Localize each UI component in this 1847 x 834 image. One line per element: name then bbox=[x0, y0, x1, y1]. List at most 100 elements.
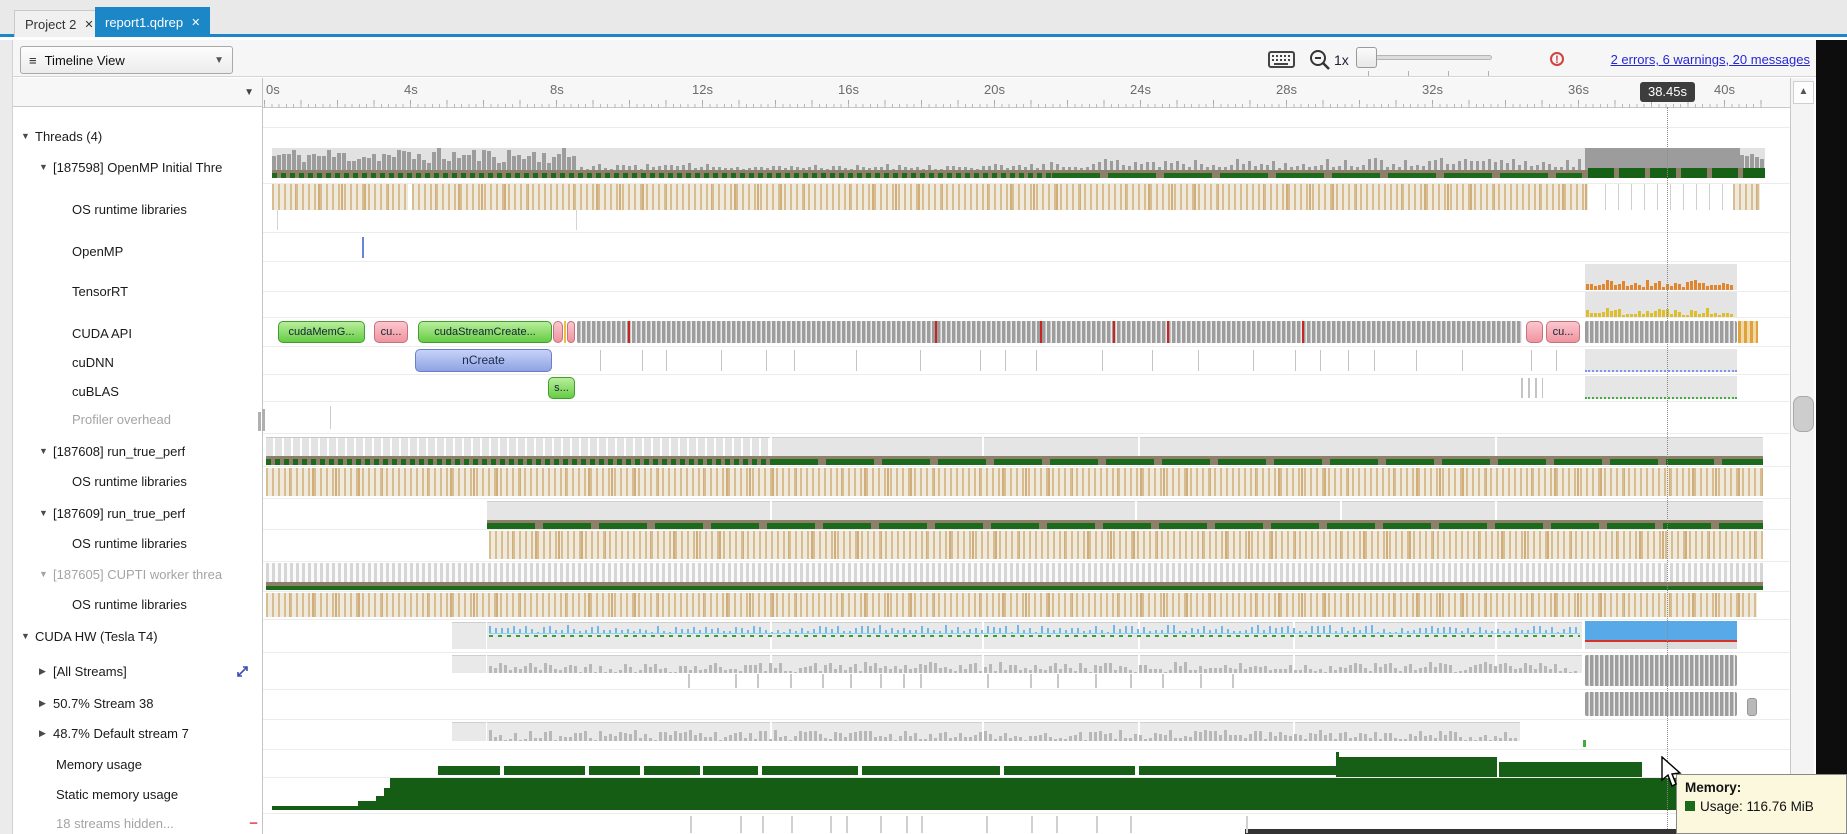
sidebar-item-os-runtime-3[interactable]: OS runtime libraries bbox=[72, 535, 187, 551]
thread-187609-block[interactable] bbox=[1342, 501, 1495, 520]
scroll-up-button[interactable]: ▲ bbox=[1793, 81, 1814, 104]
thread-187598-cpu-track[interactable] bbox=[272, 148, 1765, 170]
sidebar-item-os-runtime-2[interactable]: OS runtime libraries bbox=[72, 473, 187, 489]
sidebar-item-profiler-overhead[interactable]: Profiler overhead bbox=[72, 411, 171, 427]
cuda-hw-block[interactable] bbox=[452, 622, 486, 649]
tensorrt-histogram-yellow bbox=[1586, 292, 1736, 317]
cuda-api-call-box[interactable]: cu... bbox=[374, 321, 408, 343]
sidebar-item-tensorrt[interactable]: TensorRT bbox=[72, 283, 129, 299]
error-icon: ! bbox=[1550, 52, 1564, 66]
thread-187609-block[interactable] bbox=[772, 501, 1135, 520]
row-separator bbox=[263, 529, 1790, 530]
sidebar-item-streams-hidden[interactable]: 18 streams hidden... − + bbox=[56, 814, 258, 832]
sidebar-item-cuda-hw[interactable]: ▼ CUDA HW (Tesla T4) bbox=[21, 628, 158, 644]
sidebar-item-all-streams[interactable]: ▶ [All Streams] bbox=[13, 662, 262, 680]
cuda-api-call-box[interactable]: cu... bbox=[1546, 321, 1580, 343]
thread-187609-block[interactable] bbox=[487, 501, 770, 520]
thread-187608-block[interactable] bbox=[1140, 437, 1495, 456]
expand-arrow-icon[interactable]: ▼ bbox=[39, 508, 48, 518]
zoom-out-icon[interactable] bbox=[1308, 48, 1332, 72]
zoom-slider-handle[interactable] bbox=[1356, 47, 1377, 68]
sidebar-item-stream-38[interactable]: ▶ 50.7% Stream 38 bbox=[39, 695, 154, 711]
diagnostics-link[interactable]: 2 errors, 6 warnings, 20 messages bbox=[1610, 52, 1810, 67]
tab-project-2[interactable]: Project 2 ✕ bbox=[14, 10, 105, 37]
os-runtime-track[interactable] bbox=[266, 593, 1757, 617]
expand-arrow-icon[interactable]: ▼ bbox=[21, 631, 30, 641]
expand-rows-icon[interactable] bbox=[236, 665, 249, 678]
sidebar-item-cublas[interactable]: cuBLAS bbox=[72, 383, 119, 399]
expand-arrow-icon[interactable]: ▼ bbox=[21, 131, 30, 141]
default-stream-block[interactable] bbox=[1295, 722, 1520, 741]
sidebar-item-thread-187598[interactable]: ▼ [187598] OpenMP Initial Thre bbox=[39, 159, 223, 175]
slider-tick bbox=[1408, 71, 1409, 76]
sidebar-item-cudnn[interactable]: cuDNN bbox=[72, 354, 114, 370]
expand-arrow-icon[interactable]: ▼ bbox=[39, 162, 48, 172]
thread-187609-block[interactable] bbox=[1137, 501, 1340, 520]
cublas-dense-track[interactable] bbox=[1585, 376, 1737, 399]
row-separator bbox=[263, 433, 1790, 434]
scrollbar-thumb[interactable] bbox=[1793, 396, 1814, 432]
openmp-event[interactable] bbox=[362, 237, 364, 258]
cuda-hw-kernel-bar[interactable] bbox=[1585, 621, 1737, 640]
sidebar-item-threads[interactable]: ▼ Threads (4) bbox=[21, 128, 103, 144]
vertical-scrollbar[interactable]: ▲ bbox=[1790, 78, 1814, 834]
sidebar-item-os-runtime-4[interactable]: OS runtime libraries bbox=[72, 596, 187, 612]
cupti-thread-track[interactable] bbox=[266, 563, 1763, 583]
sidebar-item-static-memory-usage[interactable]: Static memory usage bbox=[56, 786, 179, 802]
cuda-api-dense-calls[interactable] bbox=[577, 321, 1522, 343]
cuda-hw-cyan-line bbox=[489, 633, 1580, 634]
sidebar-item-openmp[interactable]: OpenMP bbox=[72, 243, 124, 259]
thread-187608-block[interactable] bbox=[1497, 437, 1763, 456]
tab-bar bbox=[0, 0, 1847, 37]
row-tree-header[interactable]: ▼ bbox=[13, 78, 263, 107]
time-cursor-line bbox=[1667, 107, 1668, 829]
row-separator bbox=[263, 466, 1790, 467]
cuda-api-call-box[interactable]: cudaStreamCreate... bbox=[418, 321, 552, 343]
remove-stream-button[interactable]: − bbox=[249, 814, 258, 832]
expand-arrow-icon[interactable]: ▼ bbox=[39, 446, 48, 456]
cuda-api-call-box[interactable]: cudaMemG... bbox=[278, 321, 365, 343]
thread-187608-block[interactable] bbox=[772, 437, 982, 456]
os-runtime-track[interactable] bbox=[412, 184, 1588, 210]
cuda-api-call-box[interactable] bbox=[567, 321, 575, 343]
stream-38-event[interactable] bbox=[1747, 698, 1757, 716]
sidebar-item-thread-187605[interactable]: ▼ [187605] CUPTI worker threa bbox=[39, 566, 223, 582]
all-streams-block[interactable] bbox=[487, 655, 770, 673]
all-streams-block[interactable] bbox=[452, 655, 486, 673]
legend-swatch bbox=[1685, 801, 1695, 811]
thread-187608-block[interactable] bbox=[984, 437, 1138, 456]
keyboard-shortcuts-icon[interactable] bbox=[1268, 51, 1295, 68]
cudnn-call-box[interactable]: nCreate bbox=[415, 349, 552, 372]
sidebar-item-thread-187608[interactable]: ▼ [187608] run_true_perf bbox=[39, 443, 186, 459]
close-icon[interactable]: ✕ bbox=[191, 16, 201, 29]
os-runtime-track[interactable] bbox=[266, 468, 1763, 496]
row-separator bbox=[263, 183, 1790, 184]
thread-187608-segments[interactable] bbox=[266, 437, 770, 456]
collapsed-arrow-icon[interactable]: ▶ bbox=[39, 665, 46, 676]
collapsed-arrow-icon[interactable]: ▶ bbox=[39, 727, 46, 738]
expand-arrow-icon[interactable]: ▼ bbox=[39, 569, 48, 579]
sidebar-item-cuda-api[interactable]: CUDA API bbox=[72, 325, 132, 341]
os-runtime-track[interactable] bbox=[272, 184, 408, 210]
all-streams-dense[interactable] bbox=[1585, 655, 1737, 686]
sidebar-item-thread-187609[interactable]: ▼ [187609] run_true_perf bbox=[39, 505, 186, 521]
cublas-call-box[interactable]: s... bbox=[548, 377, 575, 399]
thread-187609-block[interactable] bbox=[1497, 501, 1763, 520]
tab-report1-qdrep[interactable]: report1.qdrep ✕ bbox=[95, 7, 211, 37]
view-selector-dropdown[interactable]: ≡ Timeline View ▼ bbox=[20, 46, 233, 74]
cuda-api-call-box[interactable] bbox=[1526, 321, 1543, 343]
os-runtime-track[interactable] bbox=[489, 531, 1763, 559]
cuda-api-call-box[interactable] bbox=[553, 321, 563, 343]
ruler-tick-label: 4s bbox=[404, 82, 418, 97]
sidebar-item-memory-usage[interactable]: Memory usage bbox=[56, 756, 142, 772]
stream-38-dense[interactable] bbox=[1585, 692, 1737, 716]
thread-running-dashes bbox=[487, 523, 1763, 529]
default-stream-block[interactable] bbox=[452, 722, 486, 741]
sidebar-item-default-stream-7[interactable]: ▶ 48.7% Default stream 7 bbox=[39, 725, 189, 741]
cudnn-dense-track[interactable] bbox=[1585, 349, 1737, 372]
close-icon[interactable]: ✕ bbox=[84, 18, 94, 31]
zoom-slider-track[interactable] bbox=[1357, 55, 1492, 60]
cuda-api-dense-calls[interactable] bbox=[1585, 321, 1737, 343]
sidebar-item-os-runtime-1[interactable]: OS runtime libraries bbox=[72, 201, 187, 217]
collapsed-arrow-icon[interactable]: ▶ bbox=[39, 697, 46, 708]
